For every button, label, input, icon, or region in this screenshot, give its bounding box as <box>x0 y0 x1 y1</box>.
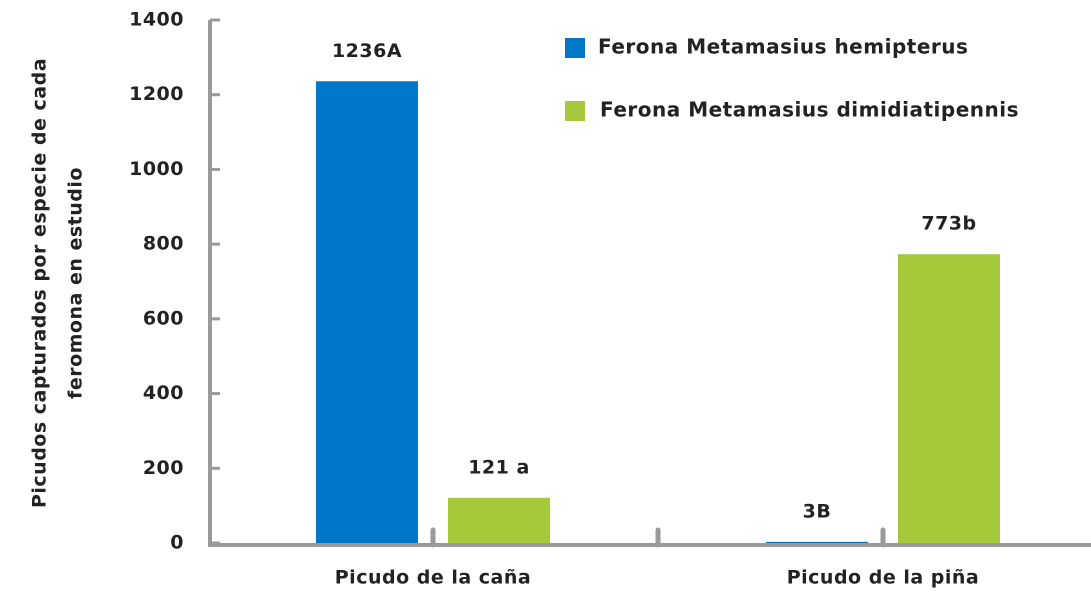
legend-swatch <box>565 101 585 121</box>
x-tick-label: Picudo de la piña <box>787 567 980 589</box>
data-label: 3B <box>803 500 832 522</box>
y-axis-title-line: feromona en estudio <box>65 167 87 399</box>
legend-text: Ferona Metamasius dimidiatipennis <box>600 98 1019 122</box>
y-tick-label: 1200 <box>129 83 184 105</box>
legend-swatch <box>565 38 585 58</box>
y-tick-label: 0 <box>170 532 184 554</box>
bar <box>448 497 550 543</box>
y-tick-label: 400 <box>143 382 184 404</box>
data-label: 121 a <box>468 456 530 478</box>
y-tick-label: 1400 <box>129 9 184 31</box>
y-tick-label: 800 <box>143 233 184 255</box>
legend-text: Ferona Metamasius hemipterus <box>598 35 968 59</box>
y-axis-title-line: Picudos capturados por especie de cada <box>29 58 51 508</box>
y-tick-label: 200 <box>143 457 184 479</box>
y-tick-label: 600 <box>143 307 184 329</box>
bar <box>766 541 868 543</box>
bar <box>316 81 418 543</box>
bar <box>898 254 1000 543</box>
x-tick-label: Picudo de la caña <box>335 567 531 589</box>
y-axis-title: Picudos capturados por especie de cada f… <box>29 58 87 508</box>
data-label: 773b <box>921 213 976 235</box>
y-tick-label: 1000 <box>129 158 184 180</box>
data-label: 1236A <box>332 40 402 62</box>
